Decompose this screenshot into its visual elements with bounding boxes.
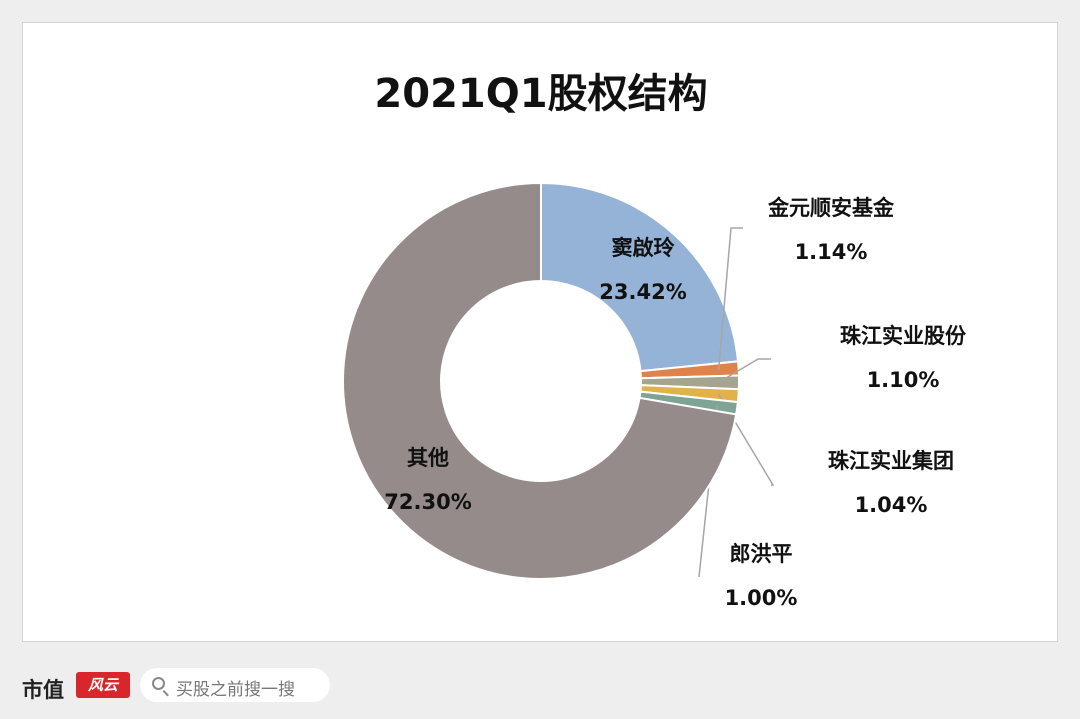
slice-value-3: 1.04% (855, 493, 928, 517)
slice-5 (342, 181, 738, 580)
slice-value-2: 1.10% (867, 368, 940, 392)
slice-label-1: 金元顺安基金 (767, 196, 895, 220)
slice-value-0: 23.42% (599, 280, 686, 304)
donut-chart: 窦啟玲 23.42% 金元顺安基金 1.14% 珠江实业股份 1.10% 珠江实业集团 1.0… (342, 181, 967, 610)
chart-panel: 2021Q1股权结构 窦啟玲 23.42% 金元顺安基金 1.14% 珠江实业股份 1.1… (22, 22, 1058, 642)
slice-label-5: 其他 (407, 446, 449, 470)
brand-logo: 市值 (22, 678, 64, 702)
footer-bar: 市值 风云 买股之前搜一搜 (0, 650, 1080, 719)
brand-badge: 风云 (76, 672, 130, 698)
slice-label-2: 珠江实业股份 (840, 324, 967, 348)
leader-line-2 (718, 358, 771, 383)
search-icon (152, 677, 165, 690)
slice-value-1: 1.14% (795, 240, 868, 264)
leader-line-1 (717, 227, 743, 370)
leader-line-3 (717, 393, 775, 486)
search-placeholder: 买股之前搜一搜 (176, 680, 295, 700)
slice-0 (540, 181, 740, 373)
search-box[interactable]: 买股之前搜一搜 (140, 668, 330, 702)
slice-label-4: 郎洪平 (730, 542, 793, 566)
slice-value-5: 72.30% (384, 490, 471, 514)
slice-label-0: 窦啟玲 (612, 236, 675, 260)
slice-value-4: 1.00% (725, 586, 798, 610)
slice-label-3: 珠江实业集团 (828, 449, 954, 473)
chart-title: 2021Q1股权结构 (374, 71, 708, 117)
